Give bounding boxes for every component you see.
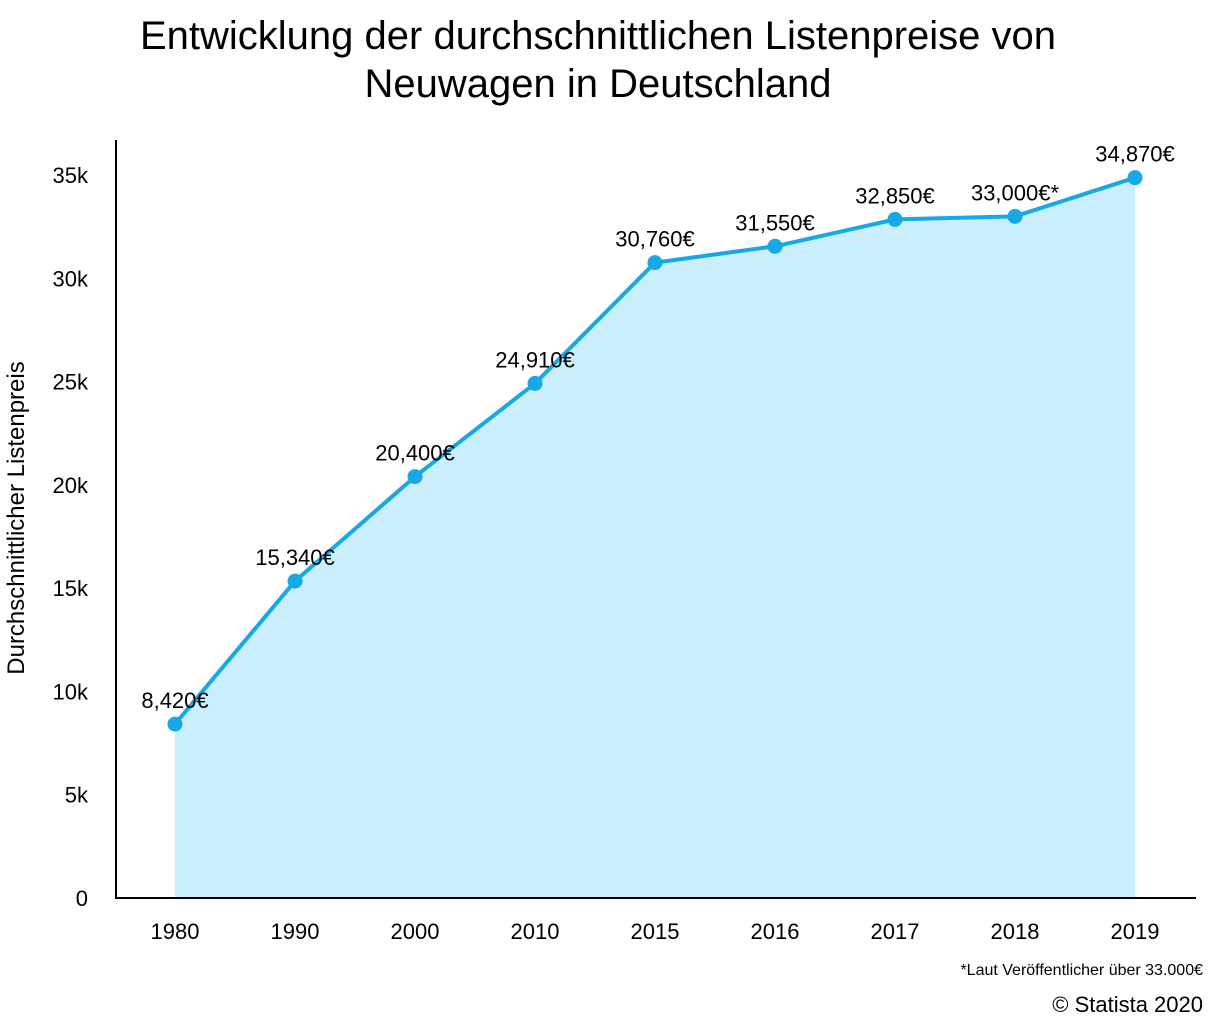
data-point <box>527 375 543 391</box>
y-tick-label: 10k <box>53 679 89 704</box>
footnote: *Laut Veröffentlicher über 33.000€ <box>960 962 1203 979</box>
chart-title: Entwicklung der durchschnittlichen Liste… <box>0 12 1196 108</box>
data-point <box>647 255 663 271</box>
x-tick-label: 2017 <box>871 919 920 944</box>
x-tick-label: 2016 <box>751 919 800 944</box>
data-point <box>767 238 783 254</box>
y-tick-label: 5k <box>65 783 89 808</box>
chart-title-line-2: Neuwagen in Deutschland <box>364 62 832 106</box>
y-tick-label: 35k <box>53 163 89 188</box>
data-label: 24,910€ <box>495 347 575 372</box>
x-tick-label: 2000 <box>391 919 440 944</box>
data-point <box>1127 170 1143 186</box>
x-tick-label: 2010 <box>511 919 560 944</box>
data-label: 32,850€ <box>855 183 935 208</box>
data-point <box>1007 208 1023 224</box>
x-tick-label: 2015 <box>631 919 680 944</box>
area-fill <box>175 177 1135 898</box>
chart-title-line-1: Entwicklung der durchschnittlichen Liste… <box>139 14 1057 58</box>
data-label: 15,340€ <box>255 545 335 570</box>
y-tick-label: 25k <box>53 370 89 395</box>
y-tick-label: 15k <box>53 576 89 601</box>
copyright: © Statista 2020 <box>1052 992 1203 1017</box>
data-label: 31,550€ <box>735 210 815 235</box>
data-label: 30,760€ <box>615 227 695 252</box>
data-point <box>407 469 423 485</box>
x-tick-label: 2019 <box>1111 919 1160 944</box>
y-axis-label: Durchschnittlicher Listenpreis <box>3 361 30 675</box>
data-point <box>167 716 183 732</box>
data-point <box>287 573 303 589</box>
x-tick-label: 1990 <box>271 919 320 944</box>
y-tick-label: 20k <box>53 473 89 498</box>
data-point <box>887 211 903 227</box>
data-label: 34,870€ <box>1095 142 1175 167</box>
x-tick-label: 1980 <box>151 919 200 944</box>
y-tick-label: 30k <box>53 266 89 291</box>
data-label: 20,400€ <box>375 441 455 466</box>
data-label: 8,420€ <box>141 688 208 713</box>
y-tick-label: 0 <box>76 886 88 911</box>
x-tick-label: 2018 <box>991 919 1040 944</box>
data-label: 33,000€* <box>971 180 1060 205</box>
